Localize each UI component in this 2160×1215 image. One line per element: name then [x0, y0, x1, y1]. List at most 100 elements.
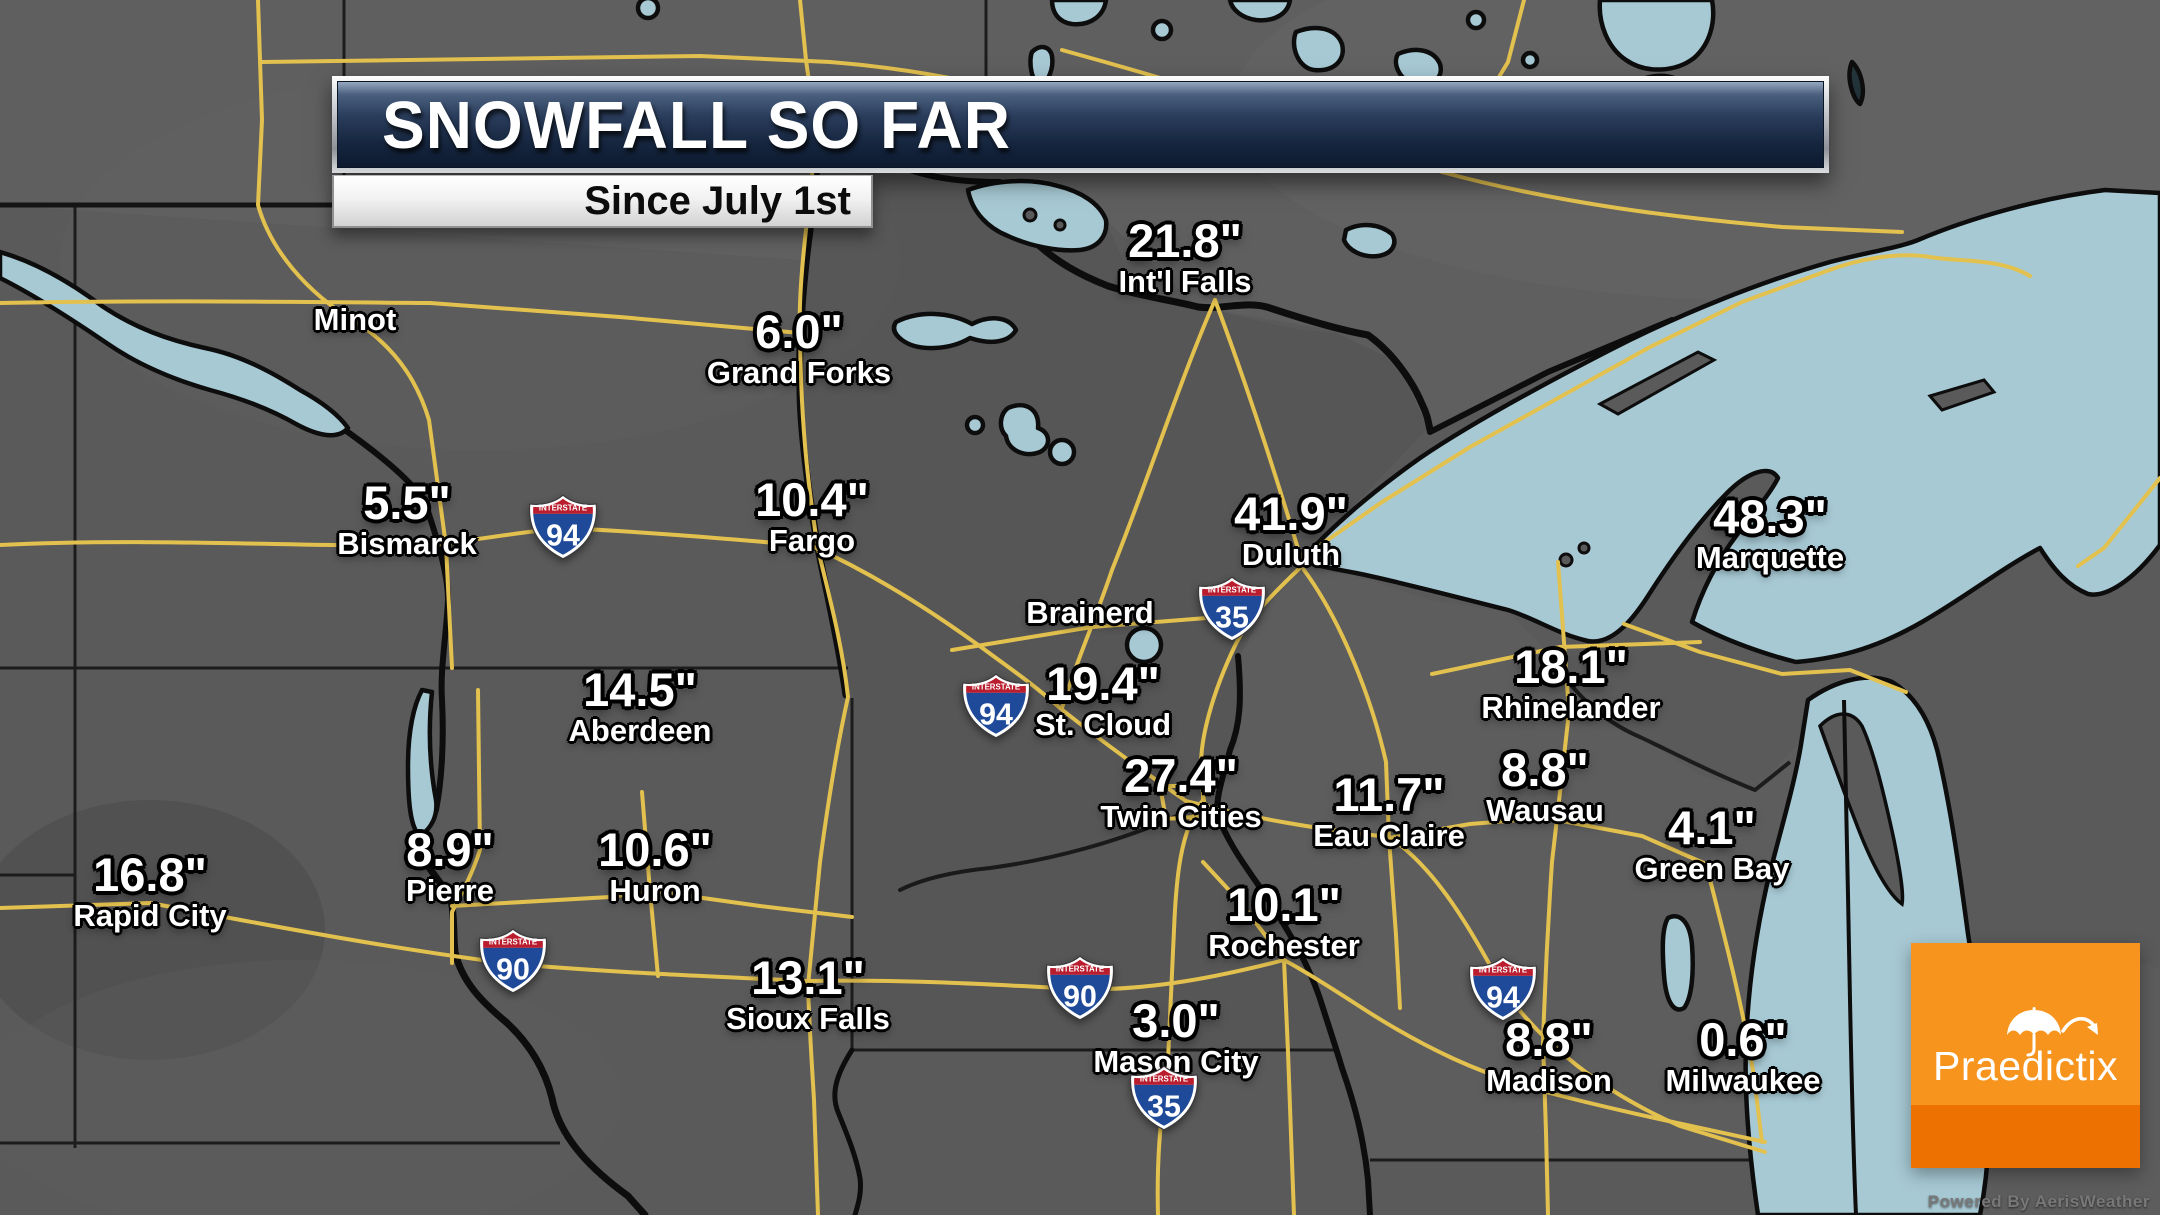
- snowfall-amount: 10.4": [755, 473, 869, 526]
- city-name: Minot: [313, 302, 397, 337]
- lake-winnebago: [1660, 914, 1695, 1012]
- i29-road: [797, 0, 850, 1215]
- svg-text:94: 94: [546, 519, 580, 552]
- leech-lake: [998, 402, 1051, 457]
- city-label: 19.4" St. Cloud: [1035, 660, 1171, 742]
- snowfall-amount: 4.1": [1668, 801, 1756, 854]
- city-label: 18.1" Rhinelander: [1481, 643, 1660, 725]
- city-name: Eau Claire: [1313, 818, 1465, 853]
- interstate-90-shield: INTERSTATE 90: [1045, 955, 1115, 1021]
- city-label: Minot: [314, 303, 397, 337]
- city-name: Milwaukee: [1665, 1063, 1821, 1098]
- city-name: Aberdeen: [568, 713, 712, 748]
- interstate-90-shield: INTERSTATE 90: [478, 928, 548, 994]
- snowfall-amount: 8.8": [1505, 1013, 1593, 1066]
- snowfall-amount: 16.8": [93, 848, 207, 901]
- city-label: 27.4" Twin Cities: [1100, 752, 1261, 834]
- city-name: Bismarck: [337, 526, 477, 561]
- svg-text:94: 94: [1486, 981, 1520, 1014]
- snowfall-amount: 27.4": [1124, 749, 1238, 802]
- city-label: 13.1" Sioux Falls: [726, 954, 890, 1036]
- city-label: 16.8" Rapid City: [73, 851, 226, 933]
- rainy-lake: [1341, 222, 1397, 259]
- praedictix-logo: Praedictix: [1911, 943, 2140, 1168]
- city-name: Brainerd: [1026, 595, 1154, 630]
- snowfall-amount: 10.6": [598, 823, 712, 876]
- svg-text:35: 35: [1215, 601, 1249, 634]
- city-name: Huron: [609, 873, 701, 908]
- snowfall-amount: 19.4": [1046, 657, 1160, 710]
- interstate-94-shield: INTERSTATE 94: [961, 673, 1031, 739]
- city-label: 8.8" Wausau: [1486, 746, 1604, 828]
- svg-text:INTERSTATE: INTERSTATE: [539, 503, 587, 512]
- title-banner-core: SNOWFALL SO FAR: [337, 81, 1824, 168]
- city-name: Twin Cities: [1100, 799, 1262, 834]
- svg-text:90: 90: [496, 953, 530, 986]
- city-name: Duluth: [1241, 537, 1341, 572]
- umbrella-icon: [2007, 1007, 2098, 1057]
- canada-border: [1029, 236, 1434, 434]
- city-name: Sioux Falls: [726, 1001, 890, 1036]
- minnesota-river: [898, 810, 1188, 892]
- subtitle-text: Since July 1st: [584, 178, 851, 223]
- city-label: 4.1" Green Bay: [1634, 804, 1789, 886]
- interstate-94-shield: INTERSTATE 94: [528, 494, 598, 560]
- missouri-river-lower: [408, 836, 649, 1215]
- lake-oahe: [405, 687, 439, 839]
- snowfall-amount: 10.1": [1227, 878, 1341, 931]
- subtitle-banner: Since July 1st: [332, 175, 873, 228]
- snowfall-amount: 8.8": [1501, 743, 1589, 796]
- mississippi-river: [1214, 653, 1373, 1215]
- city-label: 21.8" Int'l Falls: [1118, 217, 1251, 299]
- city-label: Brainerd: [1026, 596, 1153, 630]
- city-name: Rapid City: [73, 898, 227, 933]
- city-name: St. Cloud: [1034, 707, 1172, 742]
- lake-michigan-border-line: [1842, 699, 1858, 1215]
- islands: [1022, 207, 1997, 908]
- city-label: 5.5" Bismarck: [337, 479, 477, 561]
- snowfall-amount: 48.3": [1713, 490, 1827, 543]
- snowfall-amount: 3.0": [1132, 994, 1220, 1047]
- city-label: 8.8" Madison: [1486, 1016, 1612, 1098]
- svg-text:INTERSTATE: INTERSTATE: [489, 937, 537, 946]
- snowfall-amount: 18.1": [1514, 640, 1628, 693]
- lake-superior: [1299, 187, 2160, 665]
- big-sioux-river: [832, 1047, 863, 1215]
- city-name: Wausau: [1486, 793, 1604, 828]
- city-name: Green Bay: [1634, 851, 1790, 886]
- svg-text:35: 35: [1147, 1090, 1181, 1123]
- interstate-35-shield: INTERSTATE 35: [1129, 1065, 1199, 1131]
- city-label: 8.9" Pierre: [406, 826, 494, 908]
- snowfall-amount: 8.9": [406, 823, 494, 876]
- svg-text:INTERSTATE: INTERSTATE: [1208, 585, 1256, 594]
- snowfall-amount: 14.5": [583, 663, 697, 716]
- svg-text:INTERSTATE: INTERSTATE: [972, 682, 1020, 691]
- city-name: Pierre: [406, 873, 494, 908]
- city-label: 10.4" Fargo: [755, 476, 869, 558]
- interstate-35-shield: INTERSTATE 35: [1197, 576, 1267, 642]
- city-label: 41.9" Duluth: [1234, 490, 1348, 572]
- svg-text:90: 90: [1063, 980, 1097, 1013]
- i94-road: [0, 526, 814, 548]
- snowfall-amount: 13.1": [751, 951, 865, 1004]
- city-name: Madison: [1486, 1063, 1612, 1098]
- snowfall-amount: 0.6": [1699, 1013, 1787, 1066]
- isle-royale: [1596, 350, 1718, 416]
- logo-wordmark: Praedictix: [1932, 1043, 2118, 1089]
- city-name: Int'l Falls: [1118, 264, 1252, 299]
- city-name: Rochester: [1208, 928, 1360, 963]
- svg-text:INTERSTATE: INTERSTATE: [1140, 1074, 1188, 1083]
- snowfall-amount: 11.7": [1333, 768, 1445, 821]
- city-label: 6.0" Grand Forks: [707, 308, 891, 390]
- svg-text:94: 94: [979, 698, 1013, 731]
- snowfall-amount: 21.8": [1128, 214, 1242, 267]
- city-name: Fargo: [768, 523, 856, 558]
- city-name: Grand Forks: [706, 355, 892, 390]
- lake-nipigon: [1597, 0, 1716, 72]
- interstate-94-shield: INTERSTATE 94: [1468, 956, 1538, 1022]
- city-label: 10.6" Huron: [598, 826, 712, 908]
- mille-lacs-lake: [1124, 625, 1164, 665]
- city-label: 14.5" Aberdeen: [569, 666, 712, 748]
